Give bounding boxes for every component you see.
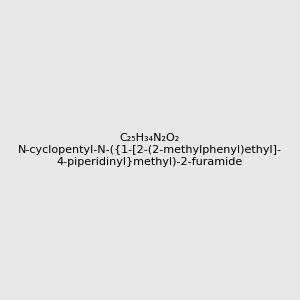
Text: C₂₅H₃₄N₂O₂
N-cyclopentyl-N-({1-[2-(2-methylphenyl)ethyl]-
4-piperidinyl}methyl)-: C₂₅H₃₄N₂O₂ N-cyclopentyl-N-({1-[2-(2-met… <box>18 134 282 166</box>
